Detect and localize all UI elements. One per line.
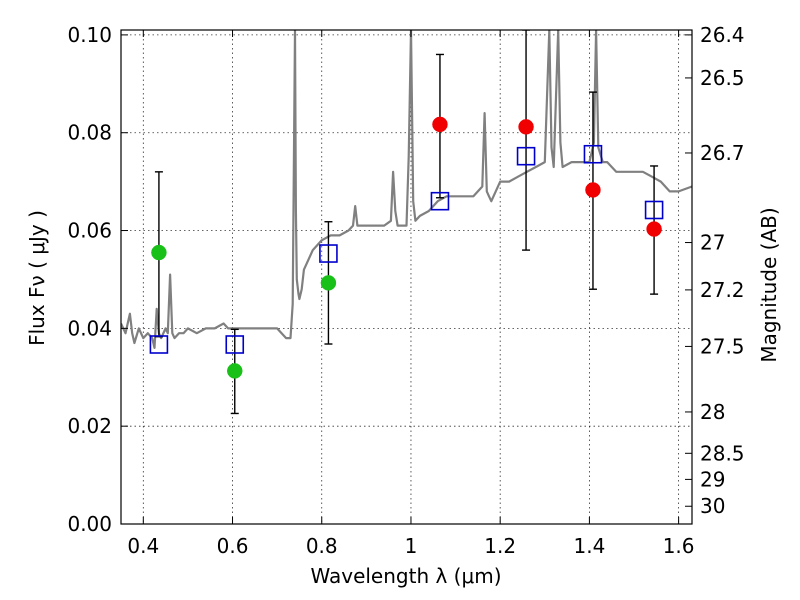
photometry-point [320,275,337,291]
model-square-marker [149,335,169,354]
mag-tick-label: 28 [700,400,725,424]
plot-area [121,30,692,415]
mag-tick-label: 29 [700,467,725,491]
mag-tick-label: 26.4 [700,23,745,47]
mag-tick-label: 27 [700,231,725,255]
y-tick-label: 0.08 [67,121,112,145]
axes-frame [120,29,693,525]
photometry-point [518,119,534,135]
x-tick-label: 0.4 [127,534,159,558]
mag-tick-label: 27.2 [700,278,745,302]
mag-tick-label: 26.7 [700,141,745,165]
spectrum-line [121,30,692,349]
mag-tick-label: 30 [700,494,725,518]
mag-tick-label: 26.5 [700,66,745,90]
y-tick-label: 0.06 [67,219,112,243]
y-tick-label: 0.00 [67,512,112,536]
y-axis-label-right: Magnitude (AB) [757,207,781,362]
x-tick-label: 0.6 [217,534,249,558]
photometry-point [646,221,662,237]
mag-tick-label: 28.5 [700,441,745,465]
photometry-point [151,244,167,261]
photometry-point [432,116,448,133]
y-axis-label-left: Flux Fν ( μJy ) [25,210,49,346]
model-square-marker [430,191,450,211]
y-tick-label: 0.04 [67,316,112,340]
model-square-marker [319,244,338,263]
x-tick-label: 0.8 [306,534,338,558]
x-axis-label: Wavelength λ (μm) [310,564,501,588]
y-tick-label: 0.02 [67,414,112,438]
x-tick-label: 1.4 [573,534,605,558]
model-square-marker [516,146,536,166]
x-tick-label: 1 [405,534,418,558]
x-tick-label: 1.6 [663,534,695,558]
model-square-marker [644,200,664,220]
model-square-marker [225,335,245,354]
x-tick-label: 1.2 [484,534,516,558]
photometry-point [227,363,243,379]
grid [121,30,692,525]
mag-tick-label: 27.5 [700,334,745,358]
y-tick-label: 0.10 [67,23,112,47]
axis-ticks: 0.4 0.6 0.8 1 1.2 1.4 1.6 0.00 0.02 0.04 0.06 0.08 0… [67,23,744,558]
photometry-point [585,182,601,198]
model-square-marker [583,144,603,164]
